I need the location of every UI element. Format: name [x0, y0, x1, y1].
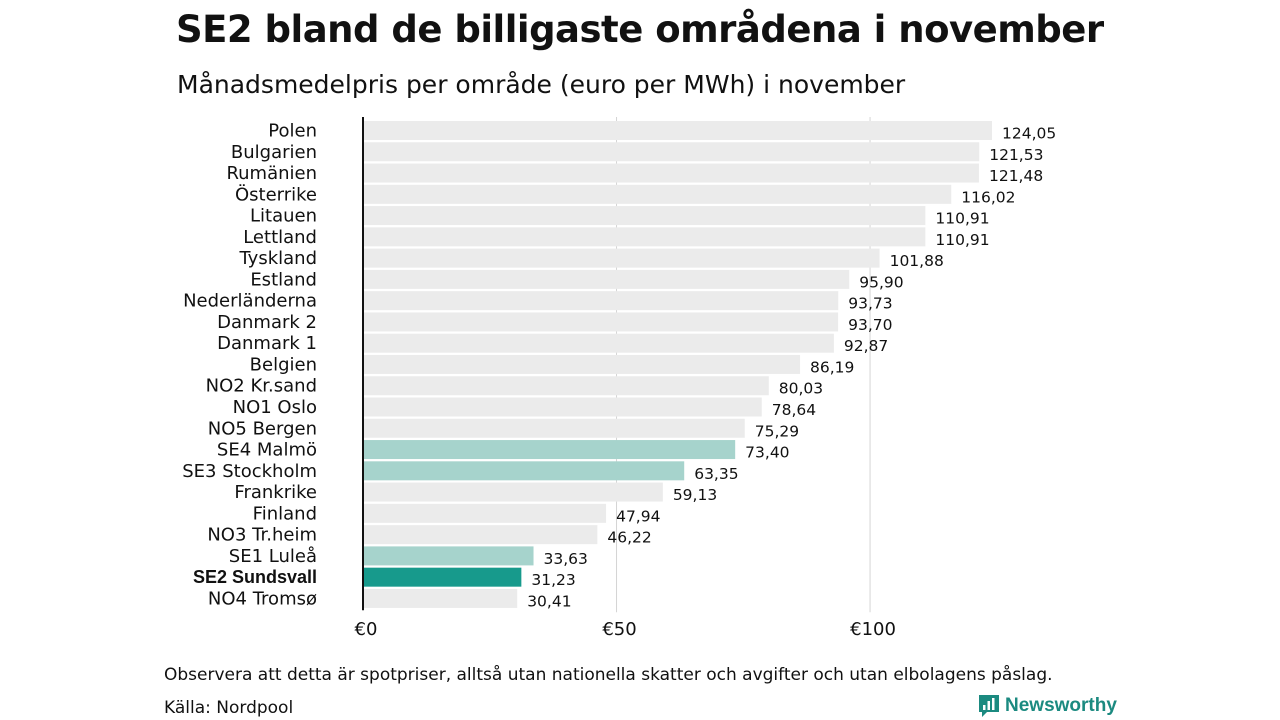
value-label: 121,48 — [989, 167, 1043, 185]
category-label: NO3 Tr.heim — [207, 525, 317, 546]
bar — [363, 440, 736, 460]
category-label: NO1 Oslo — [233, 397, 317, 418]
category-label: Litauen — [250, 206, 317, 227]
category-label: NO4 Tromsø — [208, 588, 317, 609]
category-label: Tyskland — [238, 248, 317, 269]
bar — [363, 206, 926, 226]
bar — [363, 525, 598, 545]
category-label: Finland — [253, 503, 317, 524]
x-tick-label: €100 — [850, 619, 896, 640]
category-label: Österrike — [235, 183, 317, 205]
category-label: Bulgarien — [231, 142, 317, 163]
category-label: Danmark 2 — [217, 312, 317, 333]
value-label: 30,41 — [527, 592, 571, 610]
bar — [363, 482, 663, 502]
brand-name: Newsworthy — [1005, 695, 1117, 716]
value-label: 93,73 — [848, 295, 892, 313]
category-label: Polen — [268, 121, 317, 142]
bar — [363, 121, 992, 140]
brand-logo: Newsworthy — [978, 694, 1117, 718]
bar — [363, 354, 801, 374]
category-label: SE4 Malmö — [217, 440, 317, 461]
category-label: Nederländerna — [183, 291, 317, 312]
newsworthy-logo-icon — [979, 695, 999, 717]
value-label: 75,29 — [755, 422, 799, 440]
bar — [363, 333, 834, 353]
value-label: 31,23 — [531, 571, 575, 589]
value-label: 101,88 — [890, 252, 944, 270]
bar — [363, 461, 685, 481]
x-tick-label: €50 — [602, 619, 636, 640]
category-label: Belgien — [250, 354, 317, 375]
source-note: Källa: Nordpool — [164, 698, 294, 718]
value-label: 92,87 — [844, 337, 888, 355]
category-label: NO2 Kr.sand — [206, 376, 317, 397]
category-label: Lettland — [243, 227, 317, 248]
value-label: 95,90 — [859, 273, 903, 291]
category-label: Frankrike — [234, 482, 317, 503]
bar — [363, 397, 762, 417]
category-label: NO5 Bergen — [208, 418, 317, 439]
chart-title: SE2 bland de billigaste områdena i novem… — [176, 8, 1104, 51]
bar — [363, 376, 769, 396]
bar — [363, 269, 850, 289]
bar — [363, 227, 926, 247]
category-label: Rumänien — [226, 163, 317, 184]
category-label: SE1 Luleå — [229, 546, 317, 567]
chart-subtitle: Månadsmedelpris per område (euro per MWh… — [177, 70, 906, 99]
value-label: 124,05 — [1002, 125, 1056, 143]
value-label: 63,35 — [694, 465, 738, 483]
value-label: 121,53 — [989, 146, 1043, 164]
category-label: Estland — [250, 269, 317, 290]
bar — [363, 142, 980, 162]
value-label: 80,03 — [779, 380, 823, 398]
value-label: 93,70 — [848, 316, 892, 334]
footnote: Observera att detta är spotpriser, allts… — [164, 665, 1053, 685]
value-label: 116,02 — [961, 188, 1015, 206]
bar — [363, 546, 534, 566]
bar — [363, 291, 839, 311]
category-label: SE3 Stockholm — [182, 461, 317, 482]
value-label: 46,22 — [607, 529, 651, 547]
value-label: 73,40 — [745, 444, 789, 462]
bar — [363, 163, 979, 183]
category-label: Danmark 1 — [217, 333, 317, 354]
bar — [363, 184, 952, 204]
value-label: 33,63 — [544, 550, 588, 568]
value-label: 110,91 — [935, 231, 989, 249]
category-label: SE2 Sundsvall — [193, 567, 317, 587]
bar — [363, 567, 522, 587]
value-label: 78,64 — [772, 401, 816, 419]
bar — [363, 312, 839, 332]
bar — [363, 503, 607, 523]
value-label: 110,91 — [935, 210, 989, 228]
value-label: 59,13 — [673, 486, 717, 504]
bar — [363, 418, 745, 438]
value-label: 47,94 — [616, 507, 660, 525]
bar — [363, 248, 880, 268]
bar — [363, 588, 518, 608]
x-tick-label: €0 — [355, 619, 378, 640]
value-label: 86,19 — [810, 358, 854, 376]
